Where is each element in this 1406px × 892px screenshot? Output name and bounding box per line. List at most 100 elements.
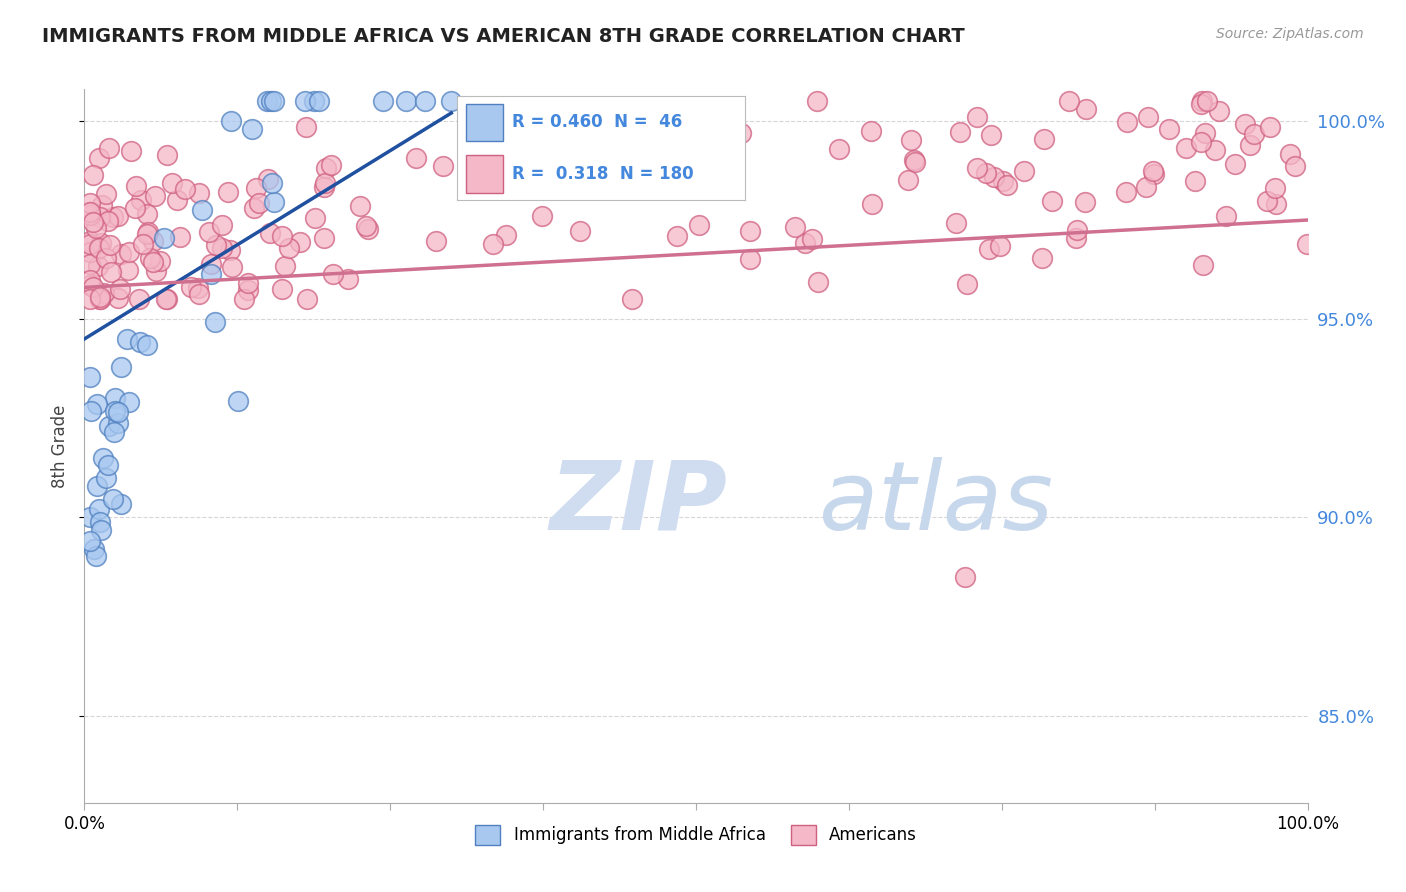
Point	[129, 334, 152, 349]
Point	[79, 207, 101, 221]
Point	[1115, 115, 1137, 129]
Point	[79, 510, 101, 524]
Point	[395, 94, 418, 108]
Point	[983, 169, 1005, 184]
Point	[1143, 167, 1166, 181]
Point	[1191, 136, 1213, 150]
Point	[89, 289, 111, 303]
Point	[1115, 185, 1137, 199]
Point	[806, 94, 828, 108]
Point	[1175, 141, 1198, 155]
Point	[991, 174, 1014, 188]
Point	[1032, 132, 1054, 146]
Point	[89, 515, 111, 529]
Point	[93, 286, 115, 301]
Point	[91, 198, 114, 212]
Point	[1284, 159, 1306, 173]
Point	[115, 332, 138, 346]
Point	[1215, 209, 1237, 223]
Point	[356, 219, 378, 234]
Point	[97, 419, 120, 434]
Point	[903, 155, 925, 169]
Point	[243, 201, 266, 215]
Point	[79, 257, 101, 271]
Point	[96, 471, 118, 485]
Point	[84, 549, 107, 563]
Point	[107, 416, 129, 430]
Point	[900, 132, 922, 146]
Point	[294, 94, 316, 108]
Point	[259, 226, 281, 240]
Point	[1256, 194, 1278, 209]
Point	[79, 195, 101, 210]
Point	[187, 186, 209, 201]
Point	[295, 120, 318, 135]
Point	[271, 229, 294, 244]
Point	[89, 241, 111, 255]
Point	[793, 235, 815, 250]
Point	[1136, 110, 1159, 124]
Point	[118, 244, 141, 259]
Point	[263, 94, 285, 108]
Point	[200, 267, 222, 281]
Point	[139, 251, 162, 265]
Point	[1184, 174, 1206, 188]
Point	[1042, 194, 1064, 208]
Point	[1191, 94, 1213, 108]
Point	[87, 260, 110, 274]
Point	[103, 425, 125, 439]
Point	[945, 216, 967, 230]
Point	[828, 142, 851, 156]
Point	[87, 502, 110, 516]
Point	[145, 263, 167, 277]
Point	[1066, 231, 1088, 245]
Point	[1264, 180, 1286, 194]
Point	[91, 450, 114, 465]
Point	[740, 252, 762, 266]
Point	[143, 189, 166, 203]
Point	[730, 126, 752, 140]
Point	[79, 273, 101, 287]
Point	[79, 277, 101, 292]
Point	[233, 293, 256, 307]
Point	[188, 286, 211, 301]
Point	[221, 260, 243, 275]
Point	[314, 176, 336, 190]
Point	[432, 159, 454, 173]
Point	[256, 94, 278, 108]
Point	[104, 403, 127, 417]
Point	[187, 281, 209, 295]
Point	[1258, 120, 1281, 134]
Point	[79, 245, 101, 260]
Point	[110, 247, 132, 261]
Point	[1243, 127, 1265, 141]
Point	[153, 231, 176, 245]
Point	[117, 263, 139, 277]
Point	[136, 225, 159, 239]
Point	[90, 236, 112, 251]
Point	[413, 94, 436, 108]
Point	[274, 260, 297, 274]
Point	[308, 94, 330, 108]
Point	[217, 185, 239, 199]
Point	[1189, 96, 1212, 111]
Point	[1191, 258, 1213, 272]
Point	[260, 94, 283, 108]
Point	[80, 404, 103, 418]
Point	[136, 338, 159, 352]
Point	[97, 214, 120, 228]
Point	[89, 210, 111, 224]
Point	[89, 293, 111, 307]
Point	[107, 291, 129, 305]
Point	[321, 158, 343, 172]
Point	[1135, 179, 1157, 194]
Point	[582, 112, 605, 126]
Point	[621, 293, 644, 307]
Point	[607, 171, 630, 186]
Point	[226, 393, 249, 408]
Point	[666, 178, 689, 193]
Point	[956, 277, 979, 292]
Point	[79, 234, 101, 248]
Point	[107, 209, 129, 223]
Point	[651, 176, 673, 190]
